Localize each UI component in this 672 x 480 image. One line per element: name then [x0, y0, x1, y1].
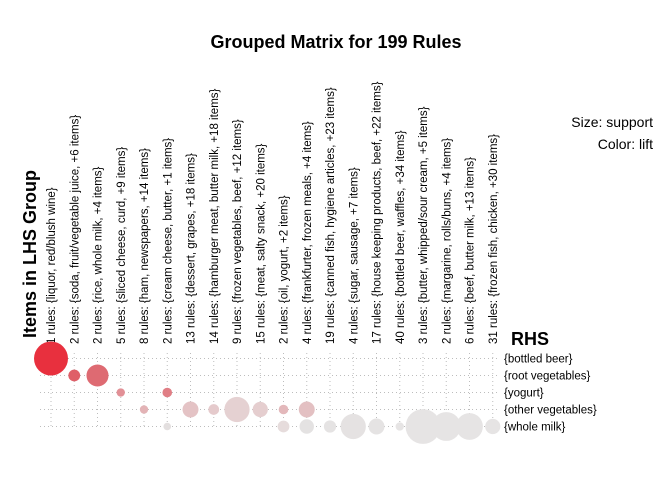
rule-bubble [252, 401, 268, 418]
rule-bubble [182, 401, 199, 418]
lhs-group-label: 2 rules: {rice, whole milk, +4 items} [93, 166, 105, 344]
rule-bubble [431, 412, 461, 441]
lhs-group-label: 5 rules: {sliced cheese, curd, +9 items} [116, 147, 128, 344]
lhs-group-label: 8 rules: {ham, newspapers, +14 items} [139, 148, 151, 344]
rule-bubble [86, 364, 109, 387]
lhs-group-label: 6 rules: {beef, butter milk, +13 items} [465, 157, 477, 344]
lhs-group-label: 2 rules: {margarine, rolls/buns, +4 item… [441, 138, 453, 344]
legend-size-label: Size: support [571, 114, 653, 130]
rule-bubble [298, 401, 315, 418]
rule-bubble [368, 418, 385, 435]
lhs-group-label: 2 rules: {oil, yogurt, +2 items} [279, 195, 291, 344]
lhs-group-label: 17 rules: {house keeping products, beef,… [372, 81, 384, 344]
rule-bubble [224, 396, 250, 423]
lhs-group-label: 31 rules: {frozen fish, chicken, +30 ite… [488, 134, 500, 344]
rule-bubble [456, 413, 483, 440]
rhs-item-label: {whole milk} [504, 422, 566, 434]
rule-bubble [208, 404, 220, 415]
rule-bubble [68, 369, 81, 382]
rule-bubble [116, 388, 125, 397]
lhs-group-label: 14 rules: {hamburger meat, butter milk, … [209, 88, 221, 344]
rule-bubble [277, 420, 290, 433]
rule-bubble [485, 418, 501, 435]
rhs-item-label: {bottled beer} [504, 354, 573, 366]
rule-bubble [405, 409, 441, 444]
rule-bubble [340, 413, 366, 440]
rule-bubble [299, 419, 314, 434]
lhs-group-label: 9 rules: {frozen vegetables, beef, +12 i… [232, 119, 244, 344]
lhs-group-label: 19 rules: {canned fish, hygiene articles… [325, 87, 337, 344]
rhs-item-label: {root vegetables} [504, 371, 590, 383]
lhs-group-label: 1 rules: {liquor, red/blush wine} [46, 187, 58, 344]
rhs-item-label: {other vegetables} [504, 405, 597, 417]
legend-color-label: Color: lift [598, 136, 653, 152]
lhs-group-labels: 1 rules: {liquor, red/blush wine} 2 rules… [46, 81, 500, 344]
rule-bubble [395, 422, 404, 431]
rule-bubble [162, 387, 173, 398]
chart-title: Grouped Matrix for 199 Rules [210, 32, 461, 52]
rule-bubble [163, 422, 172, 431]
x-axis-title: Items in LHS Group [20, 170, 40, 338]
lhs-group-label: 2 rules: {soda, fruit/vegetable juice, +… [69, 115, 81, 344]
rule-bubble [34, 341, 68, 376]
lhs-group-label: 3 rules: {butter, whipped/sour cream, +5… [418, 106, 430, 344]
rule-bubble [323, 420, 337, 433]
lhs-group-label: 40 rules: {bottled beer, waffles, +34 it… [395, 130, 407, 344]
lhs-group-label: 15 rules: {meat, salty snack, +20 items} [255, 143, 267, 344]
y-axis-title: RHS [511, 329, 549, 349]
lhs-group-label: 2 rules: {cream cheese, butter, +1 items… [162, 138, 174, 344]
rule-bubble [139, 405, 149, 414]
rhs-item-labels: {bottled beer} {root vegetables} {yogurt} {… [504, 354, 597, 434]
lhs-group-label: 4 rules: {frankfurter, frozen meals, +4 … [302, 121, 314, 344]
rhs-item-label: {yogurt} [504, 388, 544, 400]
rule-bubbles [34, 341, 501, 444]
lhs-group-label: 4 rules: {sugar, sausage, +7 items} [348, 167, 360, 344]
lhs-group-label: 13 rules: {dessert, grapes, +18 items} [186, 153, 198, 344]
rule-bubble [278, 404, 289, 415]
